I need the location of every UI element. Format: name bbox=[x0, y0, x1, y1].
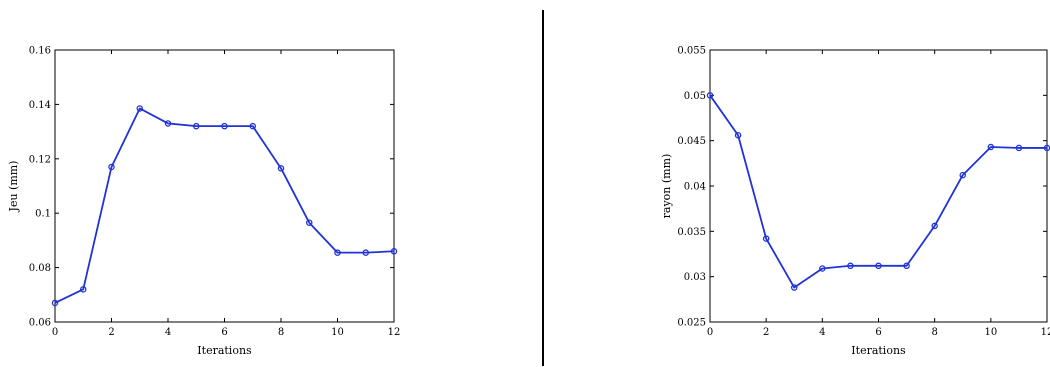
x-axis-label-rayon: Iterations bbox=[851, 344, 906, 357]
data-point-rayon-6 bbox=[875, 262, 882, 270]
series-line-jeu-0 bbox=[54, 107, 395, 304]
data-point-rayon-0 bbox=[706, 92, 714, 99]
x-tick-label-jeu-5: 10 bbox=[331, 327, 344, 338]
x-tick-label-rayon-1: 2 bbox=[763, 327, 769, 338]
y-tick-label-rayon-1: 0.03 bbox=[684, 272, 706, 283]
x-tick-label-jeu-0: 0 bbox=[52, 327, 58, 338]
x-tick-label-jeu-1: 2 bbox=[108, 327, 114, 338]
x-tick-label-jeu-6: 12 bbox=[388, 327, 401, 338]
data-point-jeu-5 bbox=[192, 122, 200, 130]
y-axis-label-jeu: Jeu (mm) bbox=[7, 161, 20, 213]
series-rayon bbox=[706, 92, 1050, 291]
x-tick-label-rayon-0: 0 bbox=[707, 327, 713, 338]
data-point-rayon-2 bbox=[762, 235, 770, 242]
data-point-rayon-10 bbox=[987, 143, 995, 151]
data-point-jeu-6 bbox=[221, 122, 228, 130]
x-tick-label-rayon-4: 8 bbox=[931, 327, 937, 338]
x-tick-label-rayon-2: 4 bbox=[819, 327, 825, 338]
y-tick-label-jeu-4: 0.14 bbox=[29, 100, 51, 111]
data-point-rayon-8 bbox=[931, 222, 938, 230]
data-point-jeu-7 bbox=[249, 122, 256, 130]
y-tick-label-jeu-0: 0.06 bbox=[29, 318, 51, 329]
data-point-jeu-8 bbox=[277, 165, 285, 172]
plot-area-jeu bbox=[54, 49, 395, 323]
data-point-rayon-3 bbox=[791, 284, 798, 291]
y-tick-label-rayon-0: 0.025 bbox=[677, 318, 706, 329]
data-point-rayon-7 bbox=[903, 262, 910, 270]
y-tick-label-jeu-5: 0.16 bbox=[29, 46, 51, 57]
ticks-rayon: 0 2 4 6 8 10 12 0.025 0.03 0.035 0.04 0.045 0.05 0.05… bbox=[677, 46, 1050, 339]
y-tick-label-jeu-1: 0.08 bbox=[29, 263, 51, 274]
data-point-jeu-1 bbox=[80, 286, 87, 293]
x-tick-label-rayon-5: 10 bbox=[984, 327, 997, 338]
series-line-rayon-0 bbox=[709, 94, 1047, 289]
y-tick-label-rayon-2: 0.035 bbox=[677, 227, 706, 238]
y-tick-label-jeu-3: 0.12 bbox=[29, 154, 51, 165]
y-tick-label-jeu-2: 0.1 bbox=[35, 209, 51, 220]
y-tick-label-rayon-6: 0.055 bbox=[677, 46, 706, 57]
data-point-jeu-11 bbox=[362, 249, 369, 256]
chart-rayon: 0 2 4 6 8 10 12 0.025 0.03 0.035 0.04 0.045 0.05 0.05… bbox=[660, 46, 1050, 357]
data-point-rayon-1 bbox=[734, 131, 742, 139]
data-point-jeu-0 bbox=[51, 299, 59, 307]
x-tick-label-rayon-6: 12 bbox=[1041, 327, 1050, 338]
x-tick-label-rayon-3: 6 bbox=[875, 327, 881, 338]
x-tick-label-jeu-3: 6 bbox=[221, 327, 227, 338]
series-jeu bbox=[51, 105, 398, 307]
x-axis-label-jeu: Iterations bbox=[197, 344, 252, 357]
chart-jeu: 0 2 4 6 8 10 12 0.06 0.08 0.1 0.12 0.14 0.16 Iterati… bbox=[7, 46, 400, 358]
y-tick-label-rayon-3: 0.04 bbox=[684, 182, 706, 193]
y-tick-label-rayon-5: 0.05 bbox=[684, 91, 706, 102]
ticks-jeu: 0 2 4 6 8 10 12 0.06 0.08 0.1 0.12 0.14 0.16 bbox=[29, 46, 401, 339]
data-point-rayon-9 bbox=[959, 171, 967, 179]
data-point-jeu-9 bbox=[305, 219, 313, 226]
data-point-jeu-3 bbox=[136, 105, 143, 112]
plot-area-rayon bbox=[709, 49, 1048, 323]
data-point-rayon-5 bbox=[847, 262, 854, 270]
x-tick-label-jeu-2: 4 bbox=[165, 327, 171, 338]
data-point-rayon-4 bbox=[819, 265, 826, 272]
x-tick-label-jeu-4: 8 bbox=[278, 327, 284, 338]
data-point-jeu-4 bbox=[164, 120, 172, 127]
y-axis-label-rayon: rayon (mm) bbox=[660, 154, 673, 219]
y-tick-label-rayon-4: 0.045 bbox=[677, 136, 706, 147]
data-point-jeu-10 bbox=[334, 249, 341, 256]
data-point-jeu-2 bbox=[108, 163, 115, 171]
data-point-rayon-11 bbox=[1015, 144, 1023, 152]
data-point-jeu-12 bbox=[390, 248, 398, 255]
